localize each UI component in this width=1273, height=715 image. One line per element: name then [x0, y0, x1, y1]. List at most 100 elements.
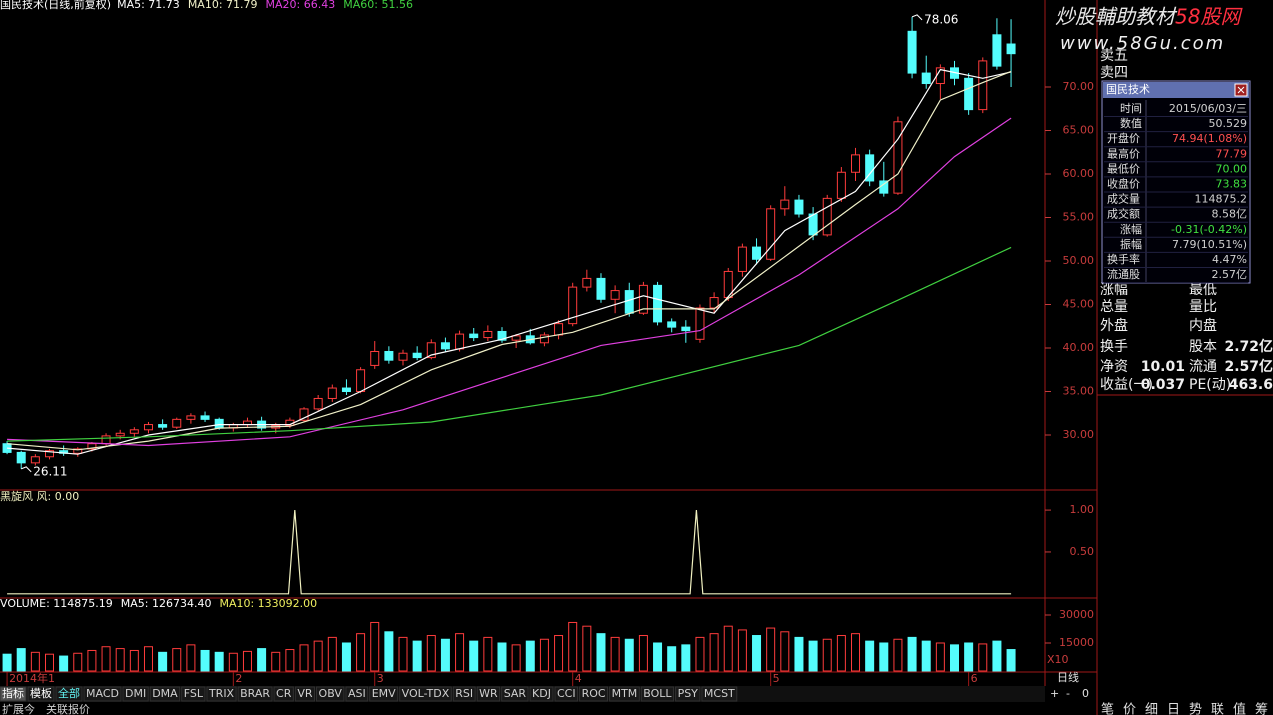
candle-body: [440, 342, 450, 350]
candle-body: [851, 154, 861, 173]
tab-bg[interactable]: [529, 686, 554, 702]
tab[interactable]: FSL: [184, 687, 204, 700]
tab[interactable]: BRAR: [240, 687, 270, 700]
tab-bg[interactable]: [640, 686, 675, 702]
tab-bg[interactable]: [345, 686, 369, 702]
side-tab[interactable]: 细: [1145, 703, 1158, 715]
candle-body: [44, 450, 54, 458]
tab[interactable]: TRIX: [208, 687, 235, 700]
tab-bg[interactable]: [316, 686, 345, 702]
side-tab[interactable]: 势: [1189, 702, 1202, 715]
candle-body: [200, 415, 210, 420]
tab[interactable]: WR: [479, 687, 498, 700]
tab-bg[interactable]: [149, 686, 181, 702]
tab-bg[interactable]: [701, 686, 738, 702]
side-tab[interactable]: 筹: [1255, 702, 1268, 715]
volume-bar: [836, 635, 846, 672]
tab-bg[interactable]: [237, 686, 273, 702]
tab[interactable]: PSY: [678, 687, 699, 700]
zoom-button[interactable]: +: [1050, 687, 1059, 700]
period-label[interactable]: 日线: [1057, 670, 1079, 684]
volume-bar: [766, 627, 776, 672]
tab[interactable]: SAR: [504, 687, 527, 700]
quote-label: 换手: [1100, 338, 1128, 355]
zoom-button[interactable]: -: [1066, 687, 1070, 700]
tab[interactable]: DMI: [125, 687, 146, 700]
quote-label: 卖五: [1100, 48, 1128, 64]
side-tab[interactable]: 价: [1123, 703, 1136, 715]
candle-body: [964, 77, 974, 111]
tab[interactable]: 全部: [58, 686, 80, 700]
candle-body: [16, 451, 26, 464]
tab[interactable]: ASI: [348, 687, 366, 700]
tab-bg[interactable]: [501, 686, 529, 702]
tab-bg[interactable]: [181, 686, 206, 702]
volume-bar: [341, 642, 351, 672]
side-tab[interactable]: 笔: [1101, 702, 1114, 715]
tab[interactable]: BOLL: [643, 687, 672, 700]
tab-bg[interactable]: [294, 686, 316, 702]
candle-body: [780, 199, 790, 210]
tab[interactable]: MACD: [86, 687, 119, 700]
annotation-pointer: [21, 466, 32, 473]
tab[interactable]: MCST: [704, 687, 735, 700]
legend-entry: MA60: 51.56: [343, 0, 413, 11]
candle-body: [143, 424, 153, 431]
tab[interactable]: 指标: [2, 686, 24, 700]
footer-link[interactable]: 扩展今: [2, 702, 35, 715]
tab-bg[interactable]: [675, 686, 701, 702]
quote-value: 0.037: [1141, 377, 1185, 393]
tab[interactable]: RSI: [455, 687, 473, 700]
tab[interactable]: OBV: [319, 687, 343, 700]
popup-value: 114875.2: [1195, 193, 1248, 206]
tab[interactable]: 模板: [30, 686, 52, 700]
tab[interactable]: KDJ: [532, 687, 551, 700]
tab[interactable]: MTM: [612, 687, 638, 700]
tab-bg[interactable]: [55, 686, 83, 702]
axis-unit: X10: [1047, 653, 1069, 666]
popup-titlebar: [1103, 82, 1249, 98]
tab-bg[interactable]: [452, 686, 476, 702]
tab-bg[interactable]: [579, 686, 609, 702]
footer-link[interactable]: 关联报价: [46, 702, 90, 715]
tab-bg[interactable]: [609, 686, 640, 702]
y-tick-label: 50.00: [1063, 254, 1095, 267]
tab-bg[interactable]: [206, 686, 237, 702]
candle-body: [384, 350, 394, 361]
annotation: 26.11: [33, 464, 67, 478]
candle-body: [341, 387, 351, 393]
candle-body: [978, 60, 988, 111]
tab[interactable]: EMV: [372, 687, 396, 700]
tab[interactable]: ROC: [582, 687, 606, 700]
volume-bar: [455, 633, 465, 672]
tab-bg[interactable]: [399, 686, 452, 702]
tab[interactable]: CR: [276, 687, 292, 700]
tab-bg[interactable]: [369, 686, 399, 702]
volume-bar: [610, 636, 620, 672]
volume-bar: [935, 642, 945, 672]
candle-body: [568, 286, 578, 325]
tab[interactable]: CCI: [557, 687, 576, 700]
tab-bg[interactable]: [0, 686, 27, 702]
tab[interactable]: VOL-TDX: [402, 687, 450, 700]
y-tick-label: 45.00: [1063, 298, 1095, 311]
volume-bar: [808, 640, 818, 672]
volume-bar: [101, 646, 111, 672]
tab[interactable]: VR: [297, 687, 313, 700]
tab-bg[interactable]: [122, 686, 149, 702]
tab-bg[interactable]: [554, 686, 579, 702]
volume-bar: [568, 621, 578, 672]
side-tab[interactable]: 值: [1233, 702, 1246, 715]
tab-bg[interactable]: [27, 686, 55, 702]
tab-bg[interactable]: [273, 686, 294, 702]
zoom-button[interactable]: 0: [1082, 687, 1089, 700]
tab[interactable]: DMA: [152, 687, 178, 700]
tab-bg[interactable]: [476, 686, 501, 702]
popup-close-icon[interactable]: [1237, 86, 1245, 94]
annotation-pointer: [911, 14, 923, 21]
tab-bg[interactable]: [83, 686, 122, 702]
side-tab[interactable]: 日: [1167, 703, 1180, 715]
legend-entry: MA10: 133092.00: [219, 597, 317, 610]
side-tab[interactable]: 联: [1211, 703, 1224, 715]
